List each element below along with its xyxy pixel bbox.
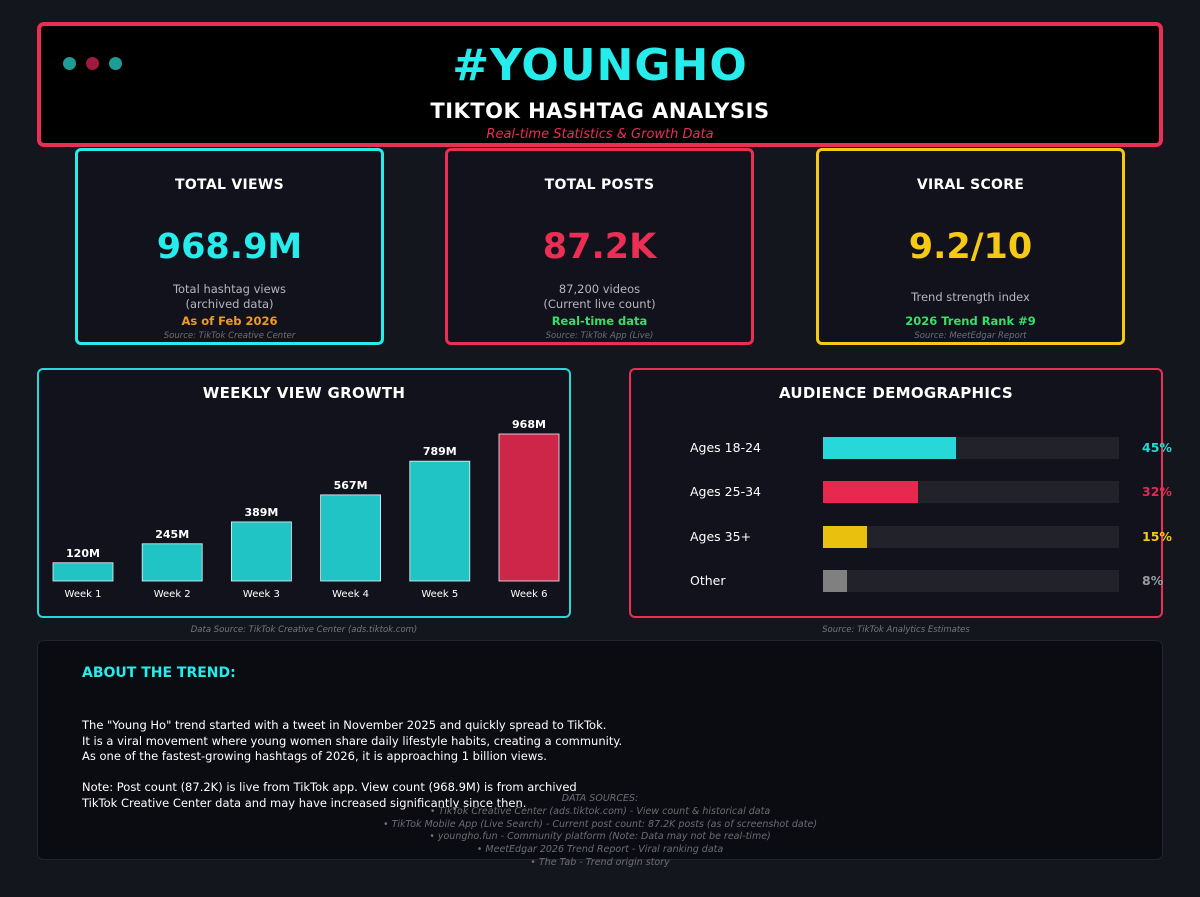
category-label: Week 3 (243, 589, 280, 600)
sources-title: DATA SOURCES: (561, 793, 639, 804)
card-description: Trend strength index (911, 290, 1030, 304)
demographic-bar-track (823, 526, 1119, 548)
bar-week-5 (409, 460, 471, 582)
card-title: TOTAL POSTS (544, 177, 655, 193)
chart-title: WEEKLY VIEW GROWTH (202, 384, 406, 402)
source-item: • youngho.fun - Community platform (Note… (429, 831, 771, 843)
category-label: Week 4 (332, 589, 369, 600)
demographic-percent: 45% (1142, 440, 1172, 455)
card-description: Total hashtag views (172, 282, 287, 296)
source-item: • TikTok Mobile App (Live Search) - Curr… (382, 818, 818, 830)
window-dot-icon (86, 57, 99, 70)
window-dot-icon (63, 57, 76, 70)
demographic-percent: 8% (1142, 573, 1164, 588)
about-line (82, 765, 622, 781)
demographic-percent: 32% (1142, 484, 1172, 499)
bar-week-2 (141, 543, 203, 582)
chart-source: Data Source: TikTok Creative Center (ads… (190, 625, 418, 635)
card-source: Source: TikTok App (Live) (545, 331, 654, 341)
bar-week-1 (52, 562, 114, 582)
about-line: The "Young Ho" trend started with a twee… (82, 718, 607, 732)
card-note: 2026 Trend Rank #9 (905, 314, 1036, 328)
demographics-title: AUDIENCE DEMOGRAPHICS (778, 384, 1013, 402)
category-label: Week 2 (154, 589, 191, 600)
demographic-row: Ages 35+ 15% (631, 526, 1172, 548)
card-title: VIRAL SCORE (916, 177, 1025, 193)
demographic-bar-fill (823, 570, 847, 592)
demographic-percent: 15% (1142, 529, 1172, 544)
demographic-bar-fill (823, 526, 868, 548)
demographics-source: Source: TikTok Analytics Estimates (822, 625, 970, 635)
about-line: It is a viral movement where young women… (82, 733, 623, 748)
demographic-label: Ages 35+ (690, 529, 752, 544)
card-source: Source: TikTok Creative Center (163, 331, 296, 341)
demographic-bar-track (823, 570, 1119, 592)
demographic-row: Ages 25-34 32% (631, 481, 1172, 503)
category-label: Week 1 (65, 589, 102, 600)
total-posts-card: TOTAL POSTS 87.2K 87,200 videos (Current… (445, 148, 754, 345)
bar-value-label: 120M (66, 547, 100, 560)
demographic-label: Ages 18-24 (690, 440, 761, 455)
header-banner: #YOUNGHO TIKTOK HASHTAG ANALYSIS Real-ti… (37, 22, 1163, 147)
about-section: ABOUT THE TREND: The "Young Ho" trend st… (37, 640, 1163, 868)
bar-value-label: 389M (244, 506, 278, 519)
card-value: 87.2K (542, 227, 657, 267)
weekly-growth-chart: 120M Week 1 245M Week 2 389M Week 3 567M Week 4… (52, 418, 560, 600)
card-description: (archived data) (185, 297, 274, 311)
about-text: The "Young Ho" trend started with a twee… (82, 718, 622, 812)
page-tagline: Real-time Statistics & Growth Data (486, 127, 714, 142)
card-value: 9.2/10 (908, 227, 1033, 267)
demographic-bar-fill (823, 481, 918, 503)
bar-value-label: 245M (155, 528, 189, 541)
viral-score-card: VIRAL SCORE 9.2/10 Trend strength index … (816, 148, 1125, 345)
source-item: • The Tab - Trend origin story (530, 856, 670, 868)
card-note: Real-time data (551, 314, 648, 328)
data-sources: DATA SOURCES: • TikTok Creative Center (a… (38, 793, 1162, 870)
page-subtitle: TIKTOK HASHTAG ANALYSIS (430, 99, 770, 123)
about-line: TikTok Creative Center data and may have… (82, 795, 527, 810)
category-label: Week 5 (421, 589, 458, 600)
card-value: 968.9M (156, 227, 303, 267)
card-title: TOTAL VIEWS (175, 177, 284, 193)
bar-value-label: 968M (512, 418, 546, 431)
demographic-label: Other (690, 573, 726, 588)
demographics-panel: AUDIENCE DEMOGRAPHICS Ages 18-24 45% Ages … (629, 368, 1172, 618)
card-source: Source: MeetEdgar Report (914, 331, 1027, 341)
bar-week-6 (498, 433, 560, 582)
demographic-bar-track (823, 437, 1119, 459)
about-title: ABOUT THE TREND: (82, 665, 236, 681)
bar-value-label: 567M (334, 479, 368, 492)
demographic-label: Ages 25-34 (690, 484, 761, 499)
demographic-bar-track (823, 481, 1119, 503)
bar-week-3 (230, 521, 292, 582)
card-description: (Current live count) (543, 297, 656, 311)
card-note: As of Feb 2026 (181, 314, 278, 328)
demographic-bar-fill (823, 437, 957, 459)
demographic-row: Ages 18-24 45% (631, 437, 1172, 459)
about-line: Note: Post count (87.2K) is live from Ti… (82, 780, 577, 795)
source-item: • MeetEdgar 2026 Trend Report - Viral ra… (476, 844, 724, 856)
demographic-row: Other 8% (631, 570, 1164, 592)
weekly-growth-panel: WEEKLY VIEW GROWTH 120M Week 1 245M Week 2 3… (37, 368, 571, 618)
source-item: • TikTok Creative Center (ads.tiktok.com… (429, 805, 771, 817)
bar-value-label: 789M (423, 445, 457, 458)
about-line: As one of the fastest-growing hashtags o… (82, 749, 547, 764)
category-label: Week 6 (511, 589, 548, 600)
card-description: 87,200 videos (558, 282, 641, 296)
hashtag-title: #YOUNGHO (452, 40, 748, 91)
bar-week-4 (320, 494, 382, 582)
total-views-card: TOTAL VIEWS 968.9M Total hashtag views (… (75, 148, 384, 345)
window-dot-icon (109, 57, 122, 70)
